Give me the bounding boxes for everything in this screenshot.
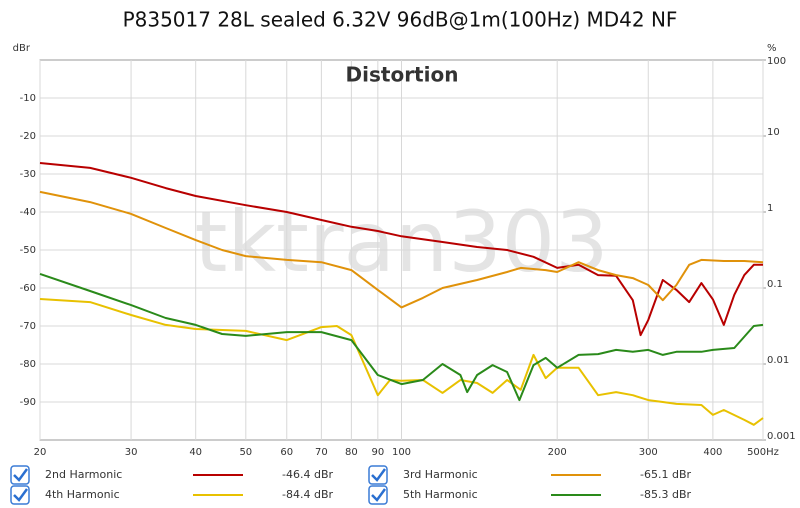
legend-label: 2nd Harmonic — [45, 468, 122, 481]
series-line — [39, 272, 764, 402]
y2-axis-label: % — [767, 43, 777, 54]
legend-item: 3rd Harmonic -65.1 dBr — [368, 465, 691, 485]
x-tick-label: 20 — [34, 447, 47, 458]
y-tick-label: -60 — [20, 283, 36, 294]
legend-check — [371, 468, 387, 482]
y-tick-label: -80 — [20, 359, 36, 370]
y2-tick-label: 100 — [767, 56, 786, 67]
chart-subtitle: Distortion — [346, 63, 459, 87]
y2-tick-label: 0.01 — [767, 355, 789, 366]
x-tick-label: 30 — [125, 447, 138, 458]
legend-item: 2nd Harmonic -46.4 dBr — [10, 465, 333, 485]
legend-check — [371, 488, 387, 502]
x-tick-label: 100 — [392, 447, 411, 458]
y-tick-label: -20 — [20, 131, 36, 142]
x-tick-label: 50 — [239, 447, 252, 458]
y-tick-label: -50 — [20, 245, 36, 256]
y-tick-label: -30 — [20, 169, 36, 180]
legend-label: 5th Harmonic — [403, 488, 478, 501]
y2-tick-label: 10 — [767, 127, 780, 138]
x-tick-label: 400 — [703, 447, 722, 458]
y-axis-label: dBr — [13, 43, 31, 54]
x-tick-label: 70 — [315, 447, 328, 458]
x-tick-label: 90 — [371, 447, 384, 458]
x-tick-label: 200 — [548, 447, 567, 458]
legend-check — [13, 488, 29, 502]
y-tick-label: -70 — [20, 321, 36, 332]
legend-value: -65.1 dBr — [640, 468, 691, 481]
y2-tick-label: 0.001 — [767, 431, 796, 442]
x-tick-label: 300 — [639, 447, 658, 458]
y2-tick-label: 1 — [767, 203, 773, 214]
legend-label: 4th Harmonic — [45, 488, 120, 501]
legend-label: 3rd Harmonic — [403, 468, 478, 481]
chart-title: P835017 28L sealed 6.32V 96dB@1m(100Hz) … — [123, 8, 678, 32]
x-tick-label: 60 — [280, 447, 293, 458]
y-tick-label: -90 — [20, 397, 36, 408]
series-line — [39, 298, 764, 426]
legend-item: 5th Harmonic -85.3 dBr — [368, 485, 691, 505]
legend-item: 4th Harmonic -84.4 dBr — [10, 485, 333, 505]
x-tick-label: 80 — [345, 447, 358, 458]
legend-value: -84.4 dBr — [282, 488, 333, 501]
x-tick-label: 40 — [189, 447, 202, 458]
x-tick-label: 500Hz — [747, 447, 779, 458]
y-tick-label: -10 — [20, 93, 36, 104]
legend-value: -46.4 dBr — [282, 468, 333, 481]
y-tick-label: -40 — [20, 207, 36, 218]
legend-check — [13, 468, 29, 482]
legend-value: -85.3 dBr — [640, 488, 691, 501]
series-line — [39, 190, 764, 309]
y2-tick-label: 0.1 — [767, 279, 783, 290]
